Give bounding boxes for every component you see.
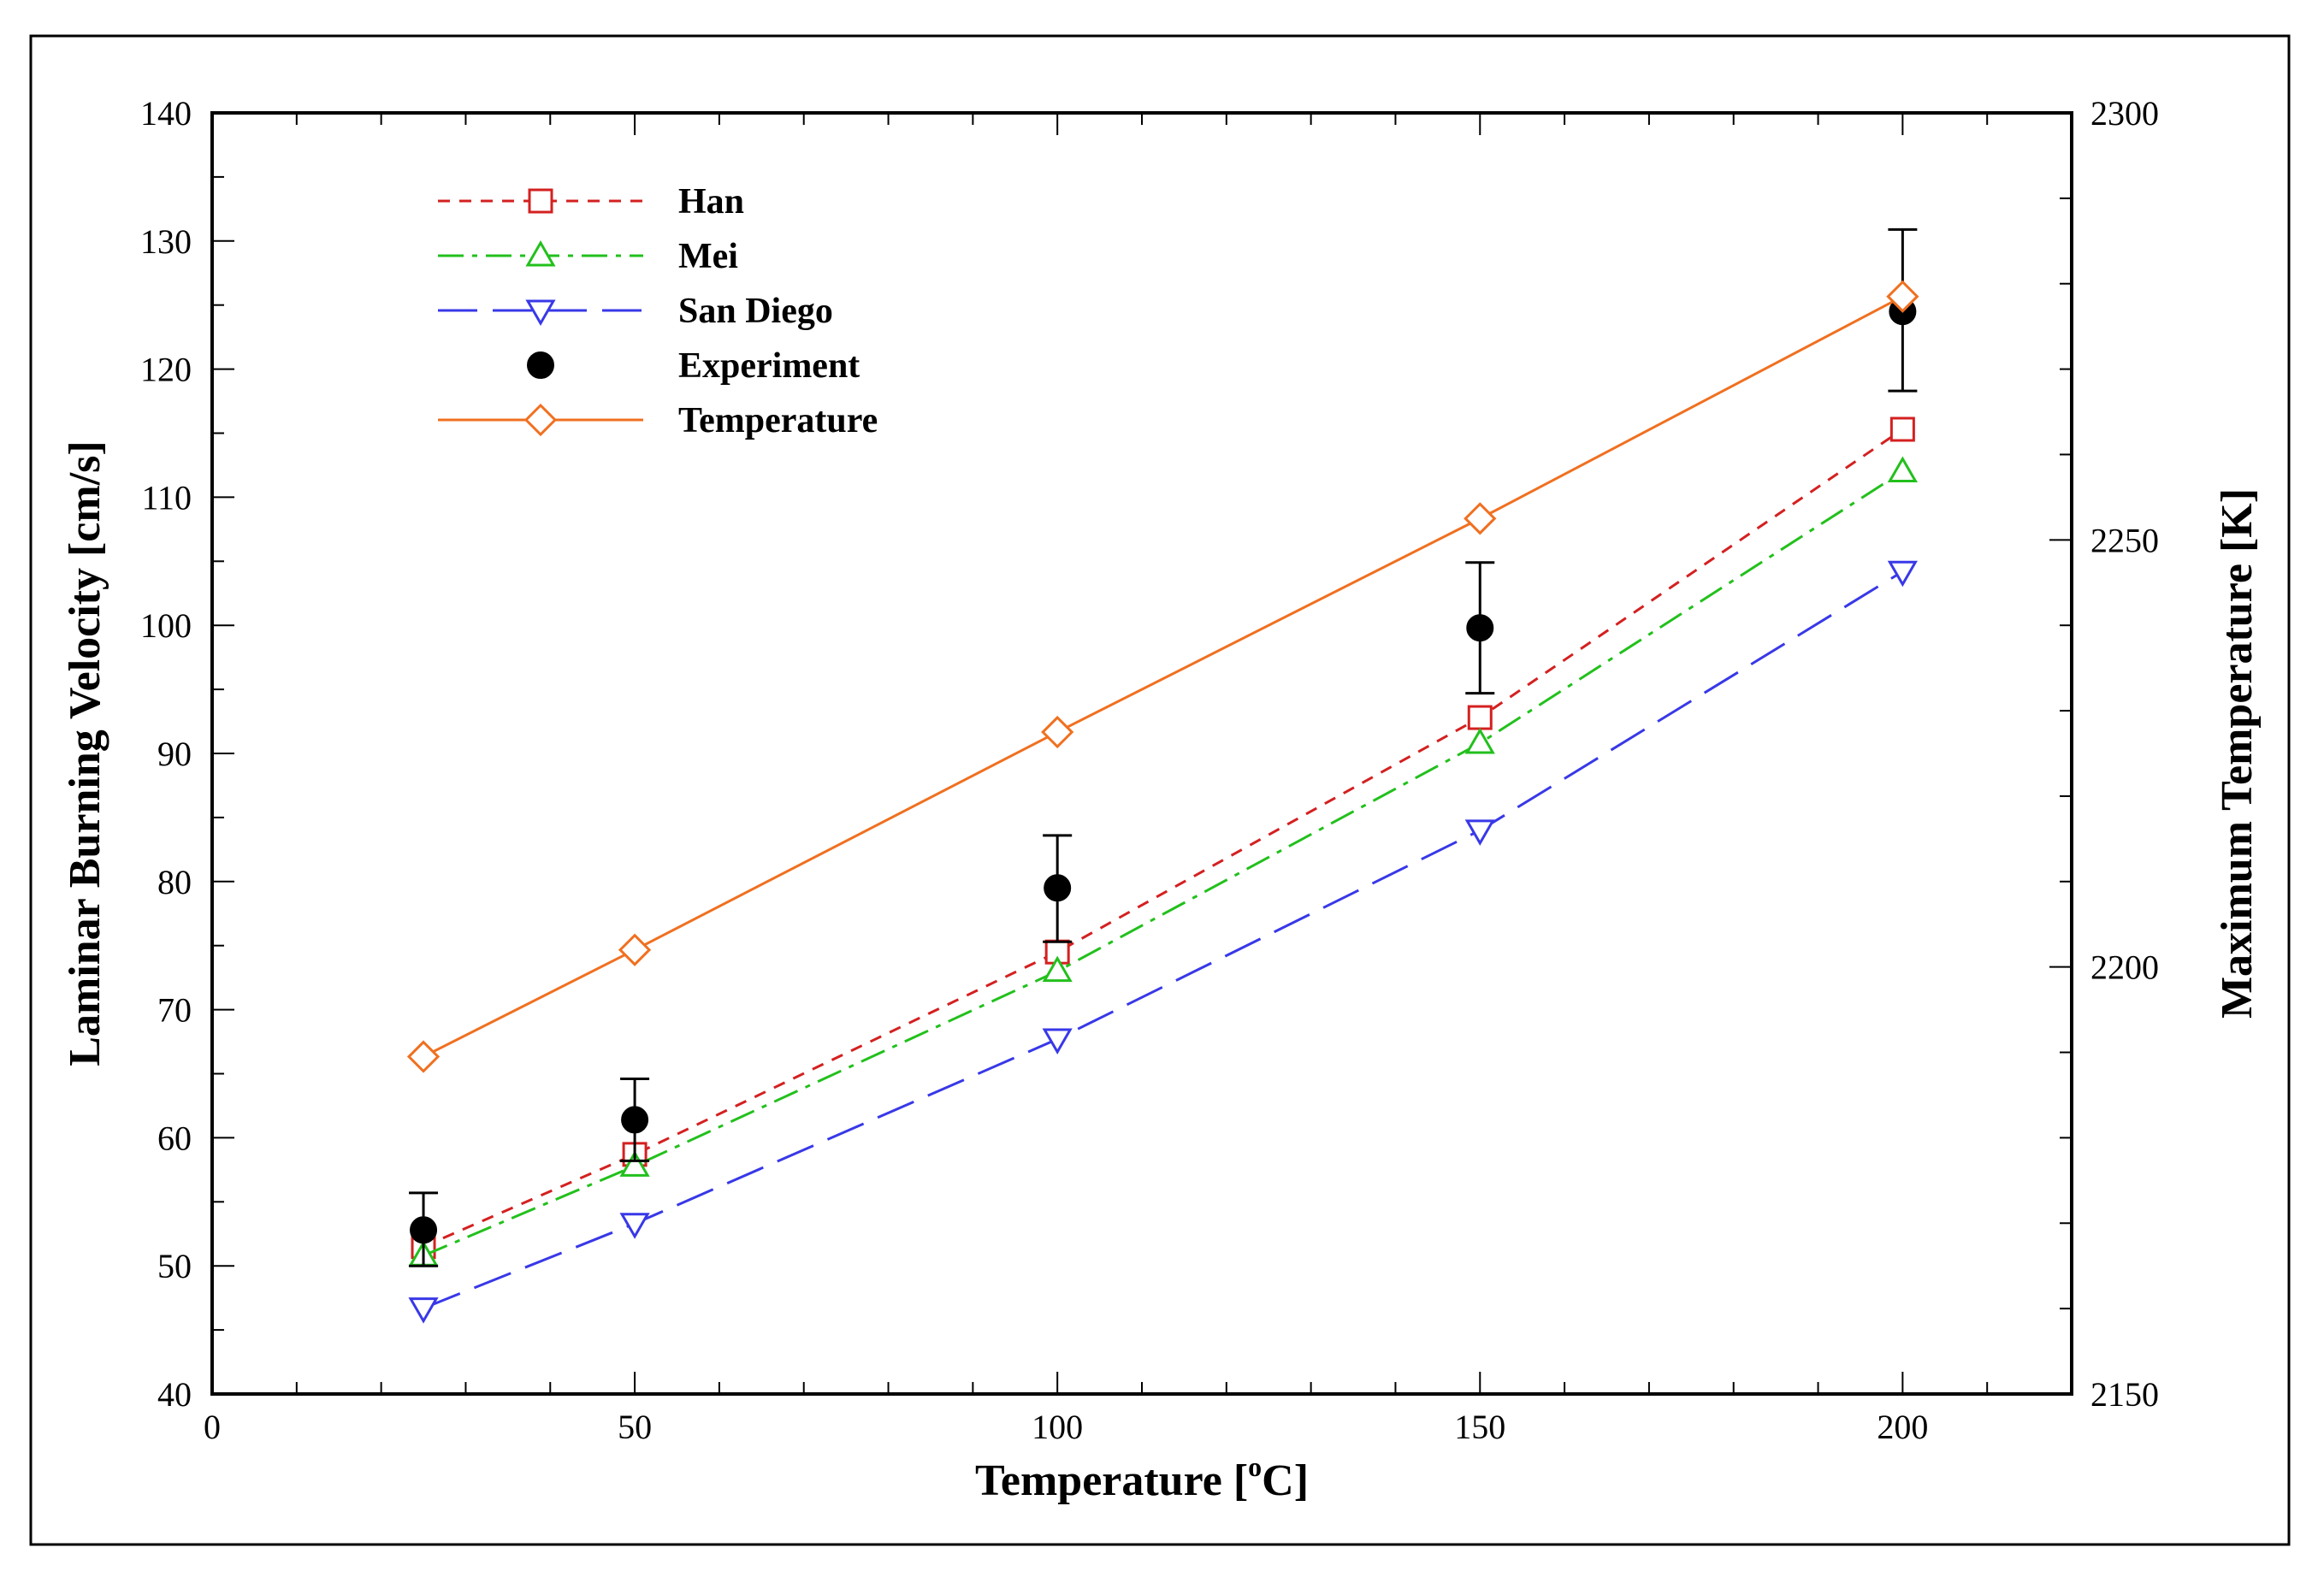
y-tick-label: 120	[140, 351, 192, 389]
data-point	[1042, 1028, 1073, 1055]
legend-label: Mei	[678, 237, 738, 276]
series-mei	[408, 456, 1918, 1267]
series-line	[423, 570, 1904, 1310]
legend-label: Han	[678, 182, 744, 221]
data-point	[410, 1216, 438, 1244]
data-point	[406, 1040, 441, 1073]
outer-frame	[29, 34, 2291, 1546]
series-san-diego	[408, 560, 1918, 1324]
legend-marker	[525, 239, 556, 267]
series-line	[423, 295, 1904, 1058]
data-point	[1466, 614, 1494, 642]
legend-label: Temperature	[678, 401, 878, 440]
y-tick-label: 70	[157, 991, 192, 1030]
legend-marker	[525, 299, 556, 327]
data-point	[1464, 819, 1495, 846]
y2-tick-label: 2300	[2090, 94, 2159, 133]
y-tick-label: 60	[157, 1119, 192, 1157]
tick-labels: 0 50 100 150 200 40 50 60 70 80 90 100 110 120 130 140 2…	[140, 94, 2159, 1446]
y-tick-label: 50	[157, 1247, 192, 1285]
y2-tick-label: 2200	[2090, 948, 2159, 987]
legend-marker	[523, 403, 558, 437]
data-point	[619, 1213, 650, 1239]
series-line	[423, 470, 1904, 1257]
y-axis-title: Laminar Burning Velocity [cm/s]	[61, 440, 109, 1066]
legend-label: San Diego	[678, 292, 833, 331]
y-tick-label: 90	[157, 735, 192, 773]
axis-ticks	[211, 112, 2073, 1395]
series-layer	[406, 227, 1919, 1324]
series-experiment	[409, 227, 1918, 1267]
series-line	[423, 428, 1904, 1249]
legend-marker	[528, 188, 553, 214]
data-point	[1886, 280, 1919, 313]
legend-marker	[527, 351, 554, 379]
data-point	[1041, 715, 1074, 749]
x-axis-title-sup: o	[1248, 1451, 1262, 1482]
x-tick-label: 0	[204, 1408, 221, 1446]
legend-item-han: Han	[438, 182, 744, 221]
data-point	[1467, 705, 1493, 730]
data-point	[619, 1150, 650, 1177]
x-axis-title-end: C]	[1262, 1456, 1309, 1505]
plot-area	[210, 111, 2073, 1396]
y-tick-label: 80	[157, 863, 192, 901]
y-tick-label: 110	[141, 478, 192, 517]
y-tick-label: 40	[157, 1375, 192, 1414]
x-tick-label: 50	[618, 1408, 652, 1446]
data-point	[618, 933, 652, 966]
y2-tick-label: 2250	[2090, 521, 2159, 559]
legend-label: Experiment	[678, 346, 860, 386]
data-point	[1044, 874, 1072, 902]
y-tick-label: 130	[140, 222, 192, 261]
data-point	[1887, 456, 1918, 482]
x-tick-label: 150	[1454, 1408, 1505, 1446]
y2-axis-title: Maximum Temperature [K]	[2213, 488, 2262, 1019]
y-tick-label: 140	[140, 94, 192, 133]
data-point	[1464, 728, 1495, 754]
data-point	[1042, 955, 1073, 983]
data-point	[1887, 560, 1918, 588]
series-temperature	[406, 280, 1919, 1073]
legend-item-experiment: Experiment	[527, 346, 860, 386]
data-point	[1464, 502, 1497, 535]
x-tick-label: 200	[1877, 1408, 1928, 1446]
legend: Han Mei San Diego Experiment Temperature	[438, 182, 878, 440]
legend-item-san-diego: San Diego	[438, 292, 833, 331]
x-axis-title: Temperature [oC]	[975, 1451, 1309, 1505]
data-point	[1889, 416, 1915, 442]
data-point	[408, 1297, 439, 1324]
data-point	[621, 1106, 649, 1134]
legend-item-temperature: Temperature	[438, 401, 878, 440]
y-tick-label: 100	[140, 606, 192, 645]
legend-item-mei: Mei	[438, 237, 738, 276]
x-axis-title-main: Temperature [	[975, 1456, 1248, 1505]
x-tick-label: 100	[1032, 1408, 1083, 1446]
y2-tick-label: 2150	[2090, 1375, 2159, 1414]
